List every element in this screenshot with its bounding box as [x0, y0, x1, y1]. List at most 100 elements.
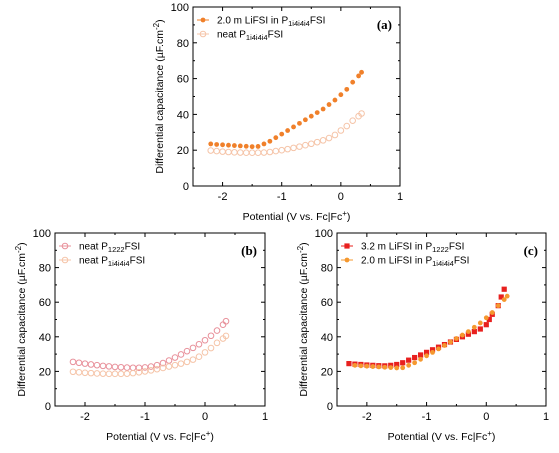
- data-point: [81, 360, 89, 367]
- data-point: [291, 124, 296, 130]
- data-point: [448, 339, 453, 345]
- data-point: [75, 359, 83, 367]
- data-point: [308, 113, 314, 119]
- y-tick-label: 60: [177, 74, 189, 86]
- data-point: [418, 352, 424, 358]
- data-point: [495, 303, 501, 309]
- legend-label: 3.2 m LiFSI in P1222FSI: [361, 242, 464, 255]
- data-point: [207, 332, 215, 340]
- data-point: [117, 363, 125, 371]
- data-point: [201, 336, 209, 344]
- x-tick-label: 0: [338, 191, 344, 203]
- data-point: [213, 339, 221, 347]
- data-point: [123, 370, 131, 377]
- y-tick-label: 20: [177, 145, 189, 157]
- data-point: [249, 144, 255, 150]
- legend-label-main: neat P: [79, 256, 108, 267]
- y-axis-title-sup: -2: [152, 22, 161, 30]
- data-point: [370, 364, 376, 369]
- y-axis-title: Differential capacitance (µF.cm-2): [14, 242, 28, 396]
- y-tick-label: 80: [39, 263, 51, 275]
- data-point: [165, 363, 173, 370]
- data-point: [242, 149, 250, 157]
- legend-label-tail: FSI: [268, 30, 284, 41]
- y-tick-label: 60: [321, 297, 333, 309]
- data-point: [483, 315, 489, 321]
- data-point: [273, 135, 279, 141]
- data-point: [177, 360, 185, 367]
- data-point: [117, 370, 125, 378]
- data-point: [129, 364, 137, 372]
- data-point: [332, 97, 338, 103]
- legend-marker: [344, 257, 350, 263]
- y-axis-title-suffix: ): [298, 242, 310, 246]
- data-point: [111, 370, 119, 378]
- legend-label-tail: FSI: [130, 256, 146, 267]
- legend-label-sub: 1i4i4i4: [432, 259, 454, 268]
- data-point: [501, 286, 507, 292]
- y-axis-title-text: Differential capacitance (µF.cm: [298, 253, 310, 397]
- y-tick-label: 20: [39, 366, 51, 378]
- legend-label: neat P1i4i4i4FSI: [79, 256, 145, 269]
- x-axis-title-text: Potential (V vs. Fc|Fc: [388, 431, 488, 443]
- data-point: [207, 147, 215, 154]
- data-point: [213, 147, 220, 155]
- x-axis-title-text: Potential (V vs. Fc|Fc: [243, 211, 343, 223]
- data-point: [297, 120, 302, 126]
- data-point: [255, 144, 261, 149]
- x-axis-title-sup: +: [206, 429, 211, 438]
- data-point: [394, 361, 400, 368]
- data-point: [382, 364, 388, 370]
- data-point: [99, 370, 107, 377]
- data-point: [231, 149, 238, 156]
- legend-marker: [200, 17, 206, 23]
- series-2: [352, 293, 510, 371]
- data-point: [123, 364, 131, 371]
- data-point: [430, 349, 435, 355]
- data-point: [279, 131, 285, 137]
- data-point: [412, 354, 418, 361]
- data-point: [260, 149, 268, 156]
- data-point: [105, 370, 113, 378]
- data-point: [141, 364, 149, 371]
- data-point: [394, 365, 400, 371]
- data-point: [359, 69, 364, 75]
- data-point: [237, 149, 244, 156]
- x-tick-label: 0: [483, 411, 489, 423]
- data-point: [344, 86, 350, 92]
- data-point: [326, 102, 332, 107]
- data-point: [272, 147, 280, 155]
- data-point: [302, 141, 309, 149]
- data-point: [153, 365, 161, 373]
- y-tick-label: 0: [45, 401, 51, 413]
- data-point: [358, 363, 364, 369]
- x-axis-title: Potential (V vs. Fc|Fc+): [106, 429, 214, 443]
- data-point: [331, 131, 339, 139]
- legend-marker: [344, 243, 350, 249]
- data-point: [159, 364, 167, 372]
- data-point: [248, 149, 256, 157]
- panel-label: (a): [377, 17, 392, 32]
- data-point: [406, 362, 412, 368]
- data-point: [290, 144, 297, 152]
- data-point: [442, 343, 447, 348]
- legend-label: neat P1i4i4i4FSI: [217, 30, 283, 43]
- x-tick-label: -2: [80, 411, 90, 423]
- data-point: [135, 368, 143, 376]
- data-point: [75, 368, 83, 376]
- x-tick-label: -2: [218, 191, 228, 203]
- y-tick-label: 80: [321, 263, 333, 275]
- panel-label: (b): [241, 243, 257, 258]
- data-point: [400, 365, 406, 371]
- data-point: [69, 358, 77, 366]
- legend-label-sub: 1i4i4i4: [288, 19, 310, 28]
- data-point: [153, 361, 161, 369]
- data-point: [358, 110, 365, 117]
- data-point: [222, 317, 230, 325]
- data-point: [338, 92, 344, 98]
- y-tick-label: 100: [33, 228, 51, 240]
- data-point: [141, 368, 149, 375]
